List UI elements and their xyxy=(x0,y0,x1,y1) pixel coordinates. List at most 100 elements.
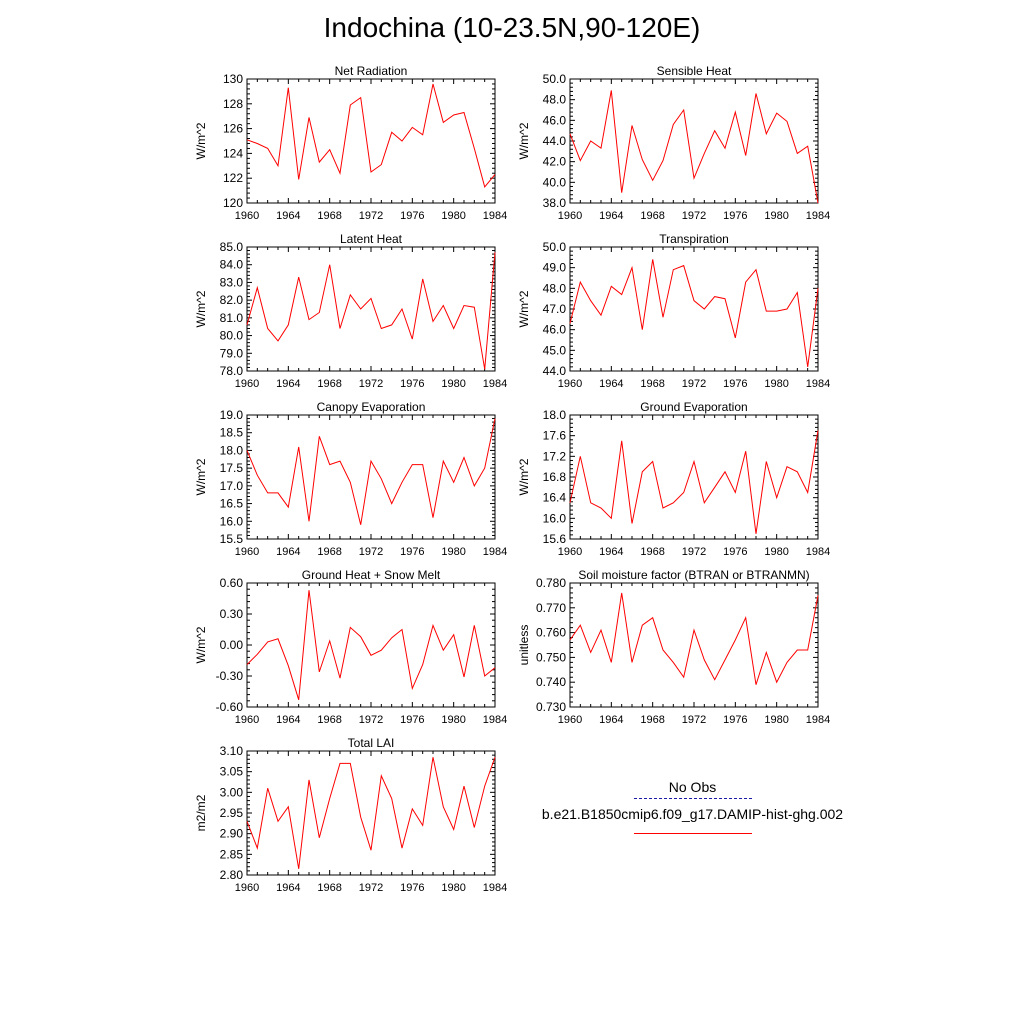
y-tick-label: 16.5 xyxy=(220,497,244,511)
y-tick-label: 18.5 xyxy=(220,426,244,440)
panel-title: Ground Heat + Snow Melt xyxy=(302,568,441,582)
x-tick-label: 1960 xyxy=(558,546,582,558)
y-axis-label: W/m^2 xyxy=(517,122,531,159)
y-tick-label: 17.0 xyxy=(220,479,244,493)
x-tick-label: 1980 xyxy=(441,378,465,390)
x-tick-label: 1984 xyxy=(483,882,507,894)
y-tick-label: 48.0 xyxy=(543,93,567,107)
x-tick-label: 1968 xyxy=(317,546,341,558)
y-tick-label: 17.6 xyxy=(543,429,567,443)
x-tick-label: 1972 xyxy=(682,210,706,222)
x-tick-label: 1980 xyxy=(764,714,788,726)
y-tick-label: 3.05 xyxy=(220,765,244,779)
series-line xyxy=(246,757,496,869)
panel-title: Canopy Evaporation xyxy=(317,400,426,414)
legend-item-no-obs: No Obs xyxy=(520,778,865,799)
x-tick-label: 1964 xyxy=(276,210,300,222)
y-tick-label: 40.0 xyxy=(543,175,567,189)
y-tick-label: -0.30 xyxy=(216,669,244,683)
x-tick-label: 1976 xyxy=(400,714,424,726)
x-tick-label: 1972 xyxy=(682,546,706,558)
x-tick-label: 1980 xyxy=(764,210,788,222)
chart-panel-3: Latent Heat W/m^2 1960 1964 1968 1972 1976 1980… xyxy=(194,232,507,390)
y-tick-label: 122 xyxy=(223,171,243,185)
x-tick-label: 1980 xyxy=(441,546,465,558)
series-line xyxy=(246,83,496,188)
y-tick-label: 2.85 xyxy=(220,847,244,861)
y-tick-label: 18.0 xyxy=(543,408,567,422)
y-axis-label: W/m^2 xyxy=(194,290,208,327)
y-tick-label: 46.0 xyxy=(543,113,567,127)
y-tick-label: 84.0 xyxy=(220,258,244,272)
y-tick-label: 45.0 xyxy=(543,343,567,357)
x-tick-label: 1964 xyxy=(276,882,300,894)
series-line xyxy=(246,252,496,370)
x-tick-label: 1968 xyxy=(317,714,341,726)
plot-frame xyxy=(246,246,496,372)
series-line xyxy=(246,418,496,525)
plot-frame xyxy=(246,582,496,708)
x-tick-label: 1984 xyxy=(483,210,507,222)
y-tick-label: 47.0 xyxy=(543,302,567,316)
x-tick-label: 1984 xyxy=(806,210,830,222)
y-tick-label: 50.0 xyxy=(543,72,567,86)
panel-title: Net Radiation xyxy=(335,64,408,78)
panel-title: Transpiration xyxy=(659,232,729,246)
x-tick-label: 1968 xyxy=(317,210,341,222)
x-tick-label: 1964 xyxy=(276,714,300,726)
panel-title: Sensible Heat xyxy=(657,64,732,78)
y-tick-label: 38.0 xyxy=(543,196,567,210)
chart-panel-1: Net Radiation W/m^2 1960 1964 1968 1972 1976 19… xyxy=(194,64,507,222)
panel-title: Total LAI xyxy=(348,736,395,750)
chart-panel-4: Transpiration W/m^2 1960 1964 1968 1972 1976 19… xyxy=(517,232,830,390)
y-tick-label: 17.5 xyxy=(220,461,244,475)
x-tick-label: 1984 xyxy=(483,546,507,558)
x-tick-label: 1972 xyxy=(359,210,383,222)
plot-frame xyxy=(246,414,496,540)
x-tick-label: 1964 xyxy=(276,378,300,390)
x-tick-label: 1968 xyxy=(317,882,341,894)
x-tick-label: 1968 xyxy=(640,210,664,222)
plot-frame xyxy=(569,78,819,204)
series-line xyxy=(569,430,819,534)
y-tick-label: 0.770 xyxy=(536,601,566,615)
x-tick-label: 1968 xyxy=(640,378,664,390)
x-tick-label: 1960 xyxy=(235,378,259,390)
y-tick-label: -0.60 xyxy=(216,700,244,714)
y-tick-label: 126 xyxy=(223,122,243,136)
y-tick-label: 80.0 xyxy=(220,329,244,343)
x-tick-label: 1964 xyxy=(599,378,623,390)
x-tick-label: 1964 xyxy=(599,546,623,558)
y-tick-label: 83.0 xyxy=(220,275,244,289)
x-tick-label: 1976 xyxy=(400,378,424,390)
y-tick-label: 16.4 xyxy=(543,491,567,505)
y-axis-label: m2/m2 xyxy=(194,794,208,831)
y-tick-label: 128 xyxy=(223,97,243,111)
x-tick-label: 1972 xyxy=(682,378,706,390)
y-tick-label: 2.90 xyxy=(220,827,244,841)
x-tick-label: 1960 xyxy=(558,210,582,222)
series-line xyxy=(569,90,819,204)
x-tick-label: 1960 xyxy=(235,714,259,726)
plot-frame xyxy=(569,414,819,540)
y-tick-label: 0.730 xyxy=(536,700,566,714)
x-tick-label: 1984 xyxy=(806,378,830,390)
legend-item-model: b.e21.B1850cmip6.f09_g17.DAMIP-hist-ghg.… xyxy=(520,805,865,834)
y-axis-label: W/m^2 xyxy=(517,458,531,495)
x-tick-label: 1976 xyxy=(400,882,424,894)
y-tick-label: 15.6 xyxy=(543,532,567,546)
chart-panel-8: Soil moisture factor (BTRAN or BTRANMN) u… xyxy=(517,568,830,726)
y-tick-label: 18.0 xyxy=(220,443,244,457)
y-tick-label: 50.0 xyxy=(543,240,567,254)
y-tick-label: 48.0 xyxy=(543,281,567,295)
y-tick-label: 78.0 xyxy=(220,364,244,378)
y-tick-label: 81.0 xyxy=(220,311,244,325)
y-tick-label: 49.0 xyxy=(543,261,567,275)
x-tick-label: 1980 xyxy=(441,210,465,222)
y-tick-label: 0.780 xyxy=(536,576,566,590)
y-tick-label: 2.95 xyxy=(220,806,244,820)
x-tick-label: 1976 xyxy=(400,546,424,558)
y-tick-label: 120 xyxy=(223,196,243,210)
y-axis-label: unitless xyxy=(517,625,531,666)
